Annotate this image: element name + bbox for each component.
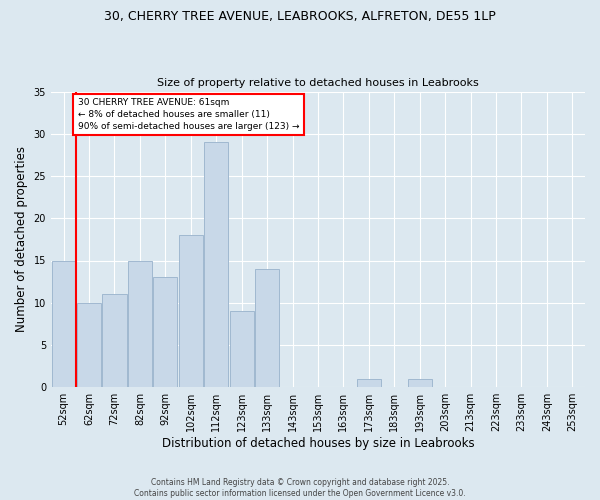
Bar [204,142,229,387]
Y-axis label: Number of detached properties: Number of detached properties [15,146,28,332]
Bar [179,235,203,387]
X-axis label: Distribution of detached houses by size in Leabrooks: Distribution of detached houses by size … [161,437,474,450]
Bar [357,379,381,387]
Bar [255,269,279,387]
Bar [153,278,178,387]
Bar [77,302,101,387]
Title: Size of property relative to detached houses in Leabrooks: Size of property relative to detached ho… [157,78,479,88]
Bar [230,311,254,387]
Bar [52,260,76,387]
Bar [407,379,432,387]
Bar [128,260,152,387]
Text: Contains HM Land Registry data © Crown copyright and database right 2025.
Contai: Contains HM Land Registry data © Crown c… [134,478,466,498]
Bar [103,294,127,387]
Text: 30, CHERRY TREE AVENUE, LEABROOKS, ALFRETON, DE55 1LP: 30, CHERRY TREE AVENUE, LEABROOKS, ALFRE… [104,10,496,23]
Text: 30 CHERRY TREE AVENUE: 61sqm
← 8% of detached houses are smaller (11)
90% of sem: 30 CHERRY TREE AVENUE: 61sqm ← 8% of det… [77,98,299,131]
